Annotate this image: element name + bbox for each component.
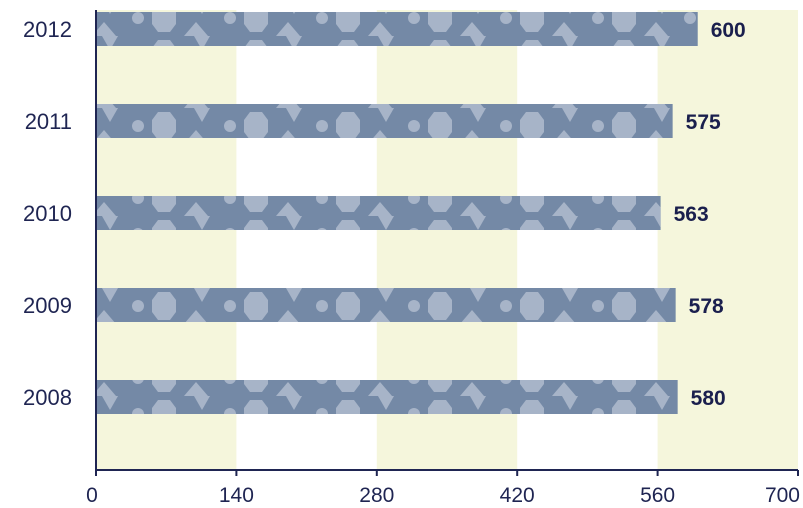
x-tick-label: 280 — [359, 484, 394, 507]
value-labels: 600 575 563 578 580 — [674, 19, 746, 410]
bar-pattern-2012 — [96, 12, 698, 46]
bar-pattern-2010 — [96, 196, 661, 230]
category-label: 2008 — [23, 385, 72, 410]
background-band — [657, 10, 798, 470]
axes — [95, 10, 798, 471]
background-bands — [96, 10, 798, 470]
x-tick-label: 700 — [765, 484, 800, 507]
x-tick-label: 0 — [86, 484, 98, 507]
category-label: 2010 — [23, 201, 72, 226]
value-label: 580 — [691, 387, 726, 410]
value-label: 600 — [711, 19, 746, 42]
bars — [96, 12, 698, 414]
bar-pattern-2008 — [96, 380, 678, 414]
category-labels: 2012 2011 2010 2009 2008 — [23, 17, 72, 410]
category-label: 2012 — [23, 17, 72, 42]
x-ticks: 0 140 280 420 560 700 — [86, 470, 800, 507]
category-label: 2009 — [23, 293, 72, 318]
bar-pattern-2009 — [96, 288, 676, 322]
x-tick-label: 420 — [500, 484, 535, 507]
value-label: 575 — [686, 111, 721, 134]
x-tick-label: 140 — [219, 484, 254, 507]
bar-pattern-2011 — [96, 104, 673, 138]
x-tick-label: 560 — [640, 484, 675, 507]
value-label: 578 — [689, 295, 724, 318]
value-label: 563 — [674, 203, 709, 226]
category-label: 2011 — [25, 109, 72, 134]
